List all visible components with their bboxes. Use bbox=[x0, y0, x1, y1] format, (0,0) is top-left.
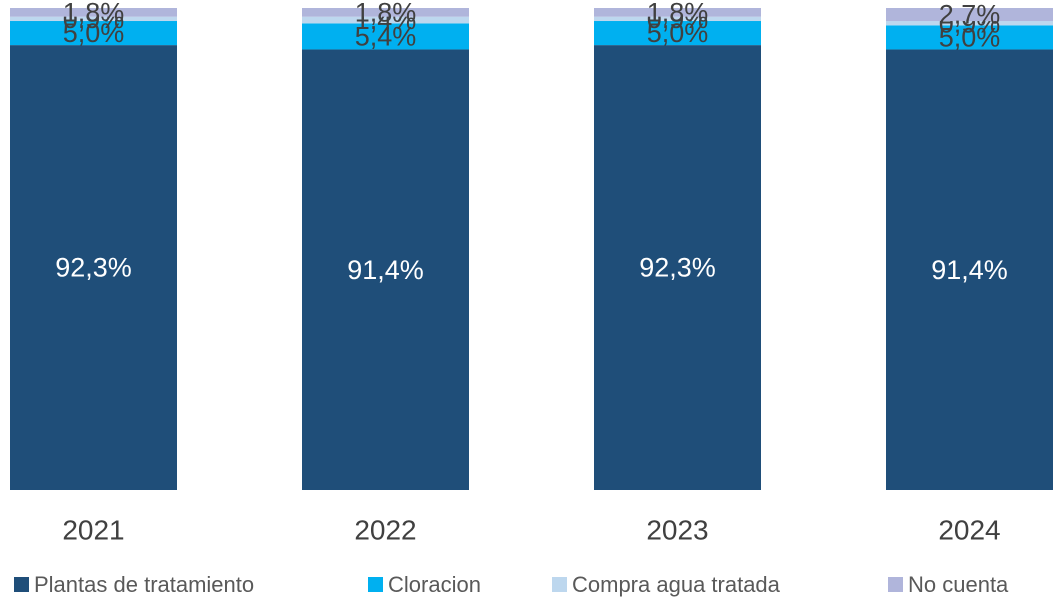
x-tick-label: 2022 bbox=[354, 514, 416, 545]
data-label: 5,0% bbox=[63, 18, 125, 48]
bar-segment bbox=[10, 16, 177, 22]
legend-marker bbox=[368, 577, 383, 592]
bar-segment bbox=[886, 8, 1053, 22]
x-tick-label: 2021 bbox=[62, 514, 124, 545]
bar-segment bbox=[594, 21, 761, 46]
bar-segment bbox=[594, 16, 761, 22]
legend-label: Plantas de tratamiento bbox=[34, 572, 254, 597]
data-label: 2,7% bbox=[939, 0, 1001, 30]
x-tick-label: 2024 bbox=[938, 514, 1000, 545]
data-label: 92,3% bbox=[55, 253, 132, 283]
data-label: 5,0% bbox=[647, 18, 709, 48]
bar-segment bbox=[594, 8, 761, 17]
bar-segment bbox=[302, 49, 469, 491]
bar-segment bbox=[594, 45, 761, 490]
legend-label: No cuenta bbox=[908, 572, 1009, 597]
bar-segment bbox=[886, 21, 1053, 26]
bar-segment bbox=[302, 8, 469, 17]
legend-label: Cloracion bbox=[388, 572, 481, 597]
data-label: 91,4% bbox=[347, 255, 424, 285]
data-label: 1,8% bbox=[355, 0, 417, 27]
legend-label: Compra agua tratada bbox=[572, 572, 781, 597]
bar-segment bbox=[302, 16, 469, 24]
data-label: 5,0% bbox=[939, 23, 1001, 53]
bar-segment bbox=[302, 23, 469, 50]
bar-segment bbox=[10, 45, 177, 490]
data-label: 1,8% bbox=[647, 0, 709, 27]
legend-marker bbox=[888, 577, 903, 592]
legend-marker bbox=[14, 577, 29, 592]
legend-marker bbox=[552, 577, 567, 592]
bar-segment bbox=[10, 8, 177, 17]
bar-segment bbox=[10, 21, 177, 46]
bar-segment bbox=[886, 49, 1053, 491]
data-label: 5,4% bbox=[355, 22, 417, 52]
data-label: 92,3% bbox=[639, 253, 716, 283]
bar-segment bbox=[886, 25, 1053, 50]
x-tick-label: 2023 bbox=[646, 514, 708, 545]
data-label: 1,8% bbox=[63, 0, 125, 27]
data-label: 91,4% bbox=[931, 255, 1008, 285]
